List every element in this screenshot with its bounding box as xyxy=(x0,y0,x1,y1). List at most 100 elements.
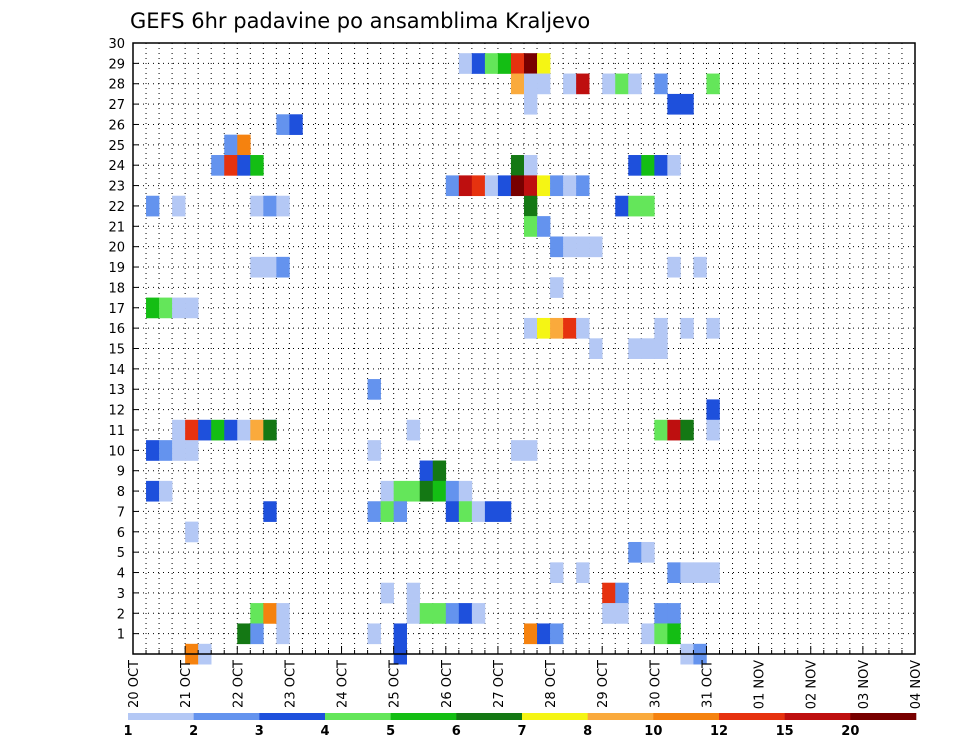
heatmap-cell xyxy=(667,155,681,176)
heatmap-cell xyxy=(589,236,603,258)
x-tick-label: 20 OCT xyxy=(127,660,142,708)
y-tick-label: 16 xyxy=(108,322,125,337)
x-tick-label: 28 OCT xyxy=(544,660,559,708)
heatmap-cell xyxy=(667,603,681,624)
heatmap-cell xyxy=(393,501,407,522)
heatmap-cell xyxy=(641,195,655,217)
heatmap-cell xyxy=(263,501,277,522)
y-tick-label: 4 xyxy=(117,567,125,582)
heatmap-cell xyxy=(524,317,538,339)
legend-swatch xyxy=(390,713,457,720)
heatmap-cell xyxy=(680,419,694,441)
heatmap-cell xyxy=(380,582,394,604)
y-tick-label: 11 xyxy=(108,424,125,439)
heatmap-cell xyxy=(628,195,642,217)
heatmap-cell xyxy=(693,562,707,584)
heatmap-cell xyxy=(432,603,447,624)
heatmap-cell xyxy=(224,155,238,176)
heatmap-cell xyxy=(537,623,551,645)
heatmap-cell xyxy=(667,93,681,115)
heatmap-cell xyxy=(524,155,538,176)
heatmap-cell xyxy=(563,236,577,258)
heatmap-cell xyxy=(445,480,460,502)
heatmap-cell xyxy=(667,623,681,645)
heatmap-cell xyxy=(471,53,486,74)
heatmap-cell xyxy=(198,419,212,441)
legend-swatch xyxy=(193,713,260,720)
heatmap-cell xyxy=(172,419,186,441)
heatmap-cell xyxy=(484,501,499,522)
heatmap-cell xyxy=(263,256,277,278)
heatmap-cell xyxy=(250,155,264,176)
x-tick-label: 24 OCT xyxy=(336,660,351,708)
heatmap-cell xyxy=(458,501,473,522)
heatmap-cell xyxy=(276,195,290,217)
heatmap-cell xyxy=(484,53,499,74)
heatmap-cell xyxy=(172,440,186,461)
heatmap-cell xyxy=(367,623,381,645)
heatmap-cell xyxy=(667,562,681,584)
heatmap-cell xyxy=(602,73,616,95)
heatmap-cell xyxy=(237,134,251,156)
heatmap-cell xyxy=(406,603,421,624)
heatmap-cell xyxy=(146,195,160,217)
x-tick-label: 04 NOV xyxy=(909,660,924,709)
heatmap-cell xyxy=(250,195,264,217)
x-tick-label: 30 OCT xyxy=(648,660,663,708)
heatmap-cell xyxy=(237,419,251,441)
y-tick-label: 21 xyxy=(108,220,125,235)
legend-label: 20 xyxy=(841,724,859,739)
heatmap-cell xyxy=(550,623,564,645)
y-tick-label: 19 xyxy=(108,261,125,276)
x-axis-tick-labels: 20 OCT 21 OCT 22 OCT 23 OCT 24 OCT 25 OCT 26 O… xyxy=(127,660,924,709)
heatmap-cell xyxy=(576,73,590,95)
legend-label: 2 xyxy=(189,724,198,739)
y-tick-label: 24 xyxy=(108,159,125,174)
x-tick-label: 31 OCT xyxy=(700,660,715,708)
y-tick-label: 25 xyxy=(108,139,125,154)
heatmap-cell xyxy=(419,480,434,502)
legend-label: 8 xyxy=(583,724,592,739)
heatmap-cell xyxy=(510,53,525,74)
heatmap-cell xyxy=(524,175,538,197)
heatmap-cell xyxy=(211,419,225,441)
heatmap-cell xyxy=(563,317,577,339)
heatmap-cell xyxy=(537,53,551,74)
heatmap-cell xyxy=(367,501,381,522)
heatmap-cell xyxy=(550,277,564,298)
heatmap-cell xyxy=(524,73,538,95)
heatmap-cell xyxy=(276,603,290,624)
heatmap-cell xyxy=(524,216,538,237)
legend-label: 3 xyxy=(255,724,264,739)
heatmap-cell xyxy=(406,419,421,441)
heatmap-cell xyxy=(146,440,160,461)
heatmap-cell xyxy=(537,317,551,339)
heatmap-cell xyxy=(524,93,538,115)
heatmap-cell xyxy=(602,603,616,624)
heatmap-cell xyxy=(159,440,173,461)
heatmap-cell xyxy=(550,175,564,197)
heatmap-cell xyxy=(185,521,199,543)
heatmap-cell xyxy=(550,236,564,258)
y-tick-label: 10 xyxy=(108,444,125,459)
y-tick-label: 27 xyxy=(108,98,125,113)
y-tick-label: 18 xyxy=(108,281,125,296)
heatmap-cell xyxy=(276,114,290,135)
y-tick-label: 14 xyxy=(108,363,125,378)
heatmap-cell xyxy=(706,399,720,421)
heatmap-cell xyxy=(641,338,655,359)
heatmap-cell xyxy=(615,73,629,95)
legend-swatch xyxy=(128,713,194,720)
legend-swatch xyxy=(325,713,391,720)
y-tick-label: 29 xyxy=(108,57,125,72)
heatmap-cell xyxy=(432,460,447,482)
legend-swatch xyxy=(850,713,917,720)
y-tick-label: 9 xyxy=(117,465,125,480)
y-tick-label: 17 xyxy=(108,302,125,317)
heatmap-cell xyxy=(641,623,655,645)
y-tick-label: 13 xyxy=(108,383,125,398)
heatmap-cell xyxy=(667,419,681,441)
heatmap-cell xyxy=(276,256,290,278)
heatmap-cell xyxy=(419,460,434,482)
